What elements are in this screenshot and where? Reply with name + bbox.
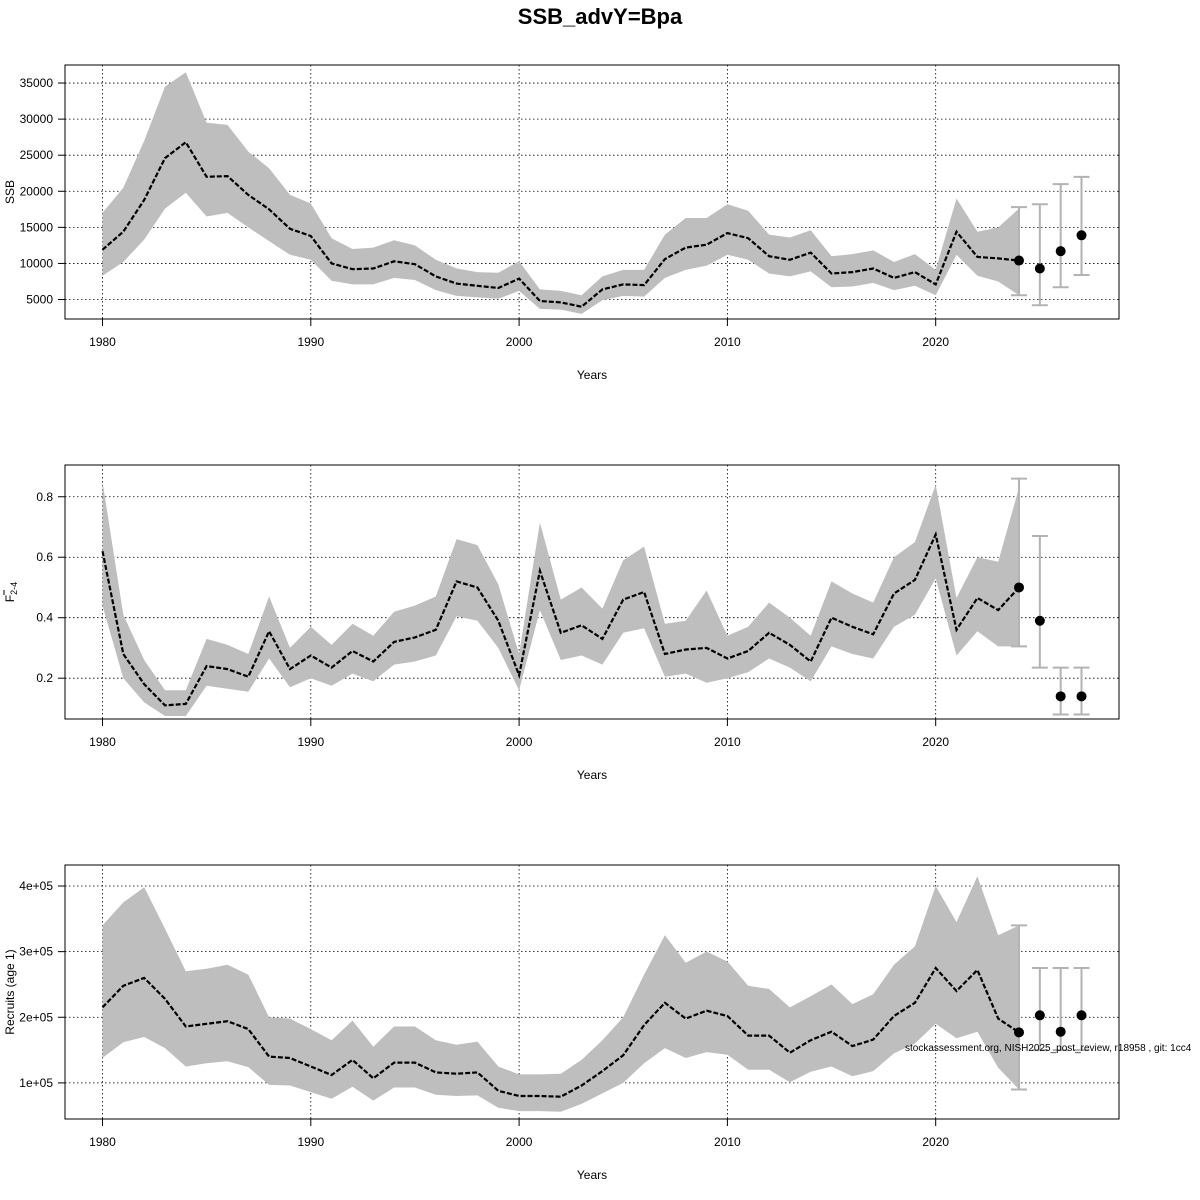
y-axis-label-main: F — [3, 595, 17, 602]
y-tick-label: 25000 — [20, 148, 54, 162]
footer-note: stockassessment.org, NISH2025_post_revie… — [905, 1043, 1192, 1054]
fishing-mortality-panel: 1980 1990 2000 2010 2020 0.2 0.4 0.6 0.8 Years F2-… — [3, 464, 1120, 782]
x-tick-label: 1990 — [297, 735, 324, 749]
y-tick-label: 20000 — [20, 184, 54, 198]
forecast-point — [1014, 582, 1025, 593]
y-axis-label: Recruits (age 1) — [3, 949, 17, 1034]
x-tick-label: 2020 — [922, 335, 949, 349]
forecast-point — [1034, 615, 1045, 626]
y-axis-label-subscript: 2-4 — [9, 582, 19, 595]
y-axis-label: SSB — [3, 180, 17, 204]
plot-frame — [64, 864, 1120, 1120]
y-tick-label: 0.6 — [36, 550, 53, 564]
y-tick-label: 30000 — [20, 112, 54, 126]
forecast-point — [1076, 230, 1087, 241]
y-tick-label: 5000 — [26, 293, 53, 307]
forecast-point — [1014, 1027, 1025, 1038]
forecast-point — [1076, 691, 1087, 702]
x-tick-label: 1980 — [89, 1135, 116, 1149]
forecast-point — [1034, 263, 1045, 274]
y-tick-label: 15000 — [20, 220, 54, 234]
y-tick-label: 35000 — [20, 76, 54, 90]
page-title: SSB_advY=Bpa — [518, 4, 683, 29]
y-tick-label: 1e+05 — [19, 1076, 53, 1090]
confidence-band — [102, 72, 1019, 314]
x-tick-label: 2020 — [922, 1135, 949, 1149]
y-tick-label: 3e+05 — [19, 945, 53, 959]
y-tick-label: 0.8 — [36, 490, 53, 504]
forecast-point — [1055, 1026, 1066, 1037]
x-tick-label: 2000 — [506, 335, 533, 349]
x-tick-label: 1980 — [89, 735, 116, 749]
estimate-line — [101, 531, 1020, 707]
estimate-line — [101, 966, 1020, 1098]
x-tick-label: 2010 — [714, 1135, 741, 1149]
y-tick-label: 0.2 — [36, 671, 53, 685]
recruits-panel: 1980 1990 2000 2010 2020 1e+05 2e+05 3e+05 4e+05… — [3, 864, 1120, 1182]
y-tick-label: 2e+05 — [19, 1010, 53, 1024]
x-tick-label: 2020 — [922, 735, 949, 749]
plot-frame — [64, 464, 1120, 720]
x-tick-label: 2010 — [714, 335, 741, 349]
forecast-point — [1076, 1010, 1087, 1021]
x-tick-label: 2000 — [506, 1135, 533, 1149]
forecast-point — [1034, 1010, 1045, 1021]
x-tick-label: 1990 — [297, 335, 324, 349]
forecast-point — [1055, 246, 1066, 257]
x-tick-label: 2000 — [506, 735, 533, 749]
x-tick-label: 1990 — [297, 1135, 324, 1149]
estimate-line — [101, 140, 1020, 308]
forecast-point — [1055, 691, 1066, 702]
plot-frame — [64, 64, 1120, 320]
x-tick-label: 2010 — [714, 735, 741, 749]
y-axis-label: F2-4 — [3, 582, 19, 602]
forecast-point — [1014, 255, 1025, 266]
y-tick-label: 4e+05 — [19, 879, 53, 893]
confidence-band — [102, 876, 1019, 1112]
y-tick-label: 0.4 — [36, 611, 53, 625]
ssb-panel: 1980 1990 2000 2010 2020 5000 10000 15000 20000 2… — [3, 64, 1120, 382]
y-tick-label: 10000 — [20, 256, 54, 270]
x-axis-label: Years — [577, 768, 607, 782]
x-tick-label: 1980 — [89, 335, 116, 349]
x-axis-label: Years — [577, 368, 607, 382]
confidence-band — [102, 481, 1019, 716]
x-axis-label: Years — [577, 1168, 607, 1182]
